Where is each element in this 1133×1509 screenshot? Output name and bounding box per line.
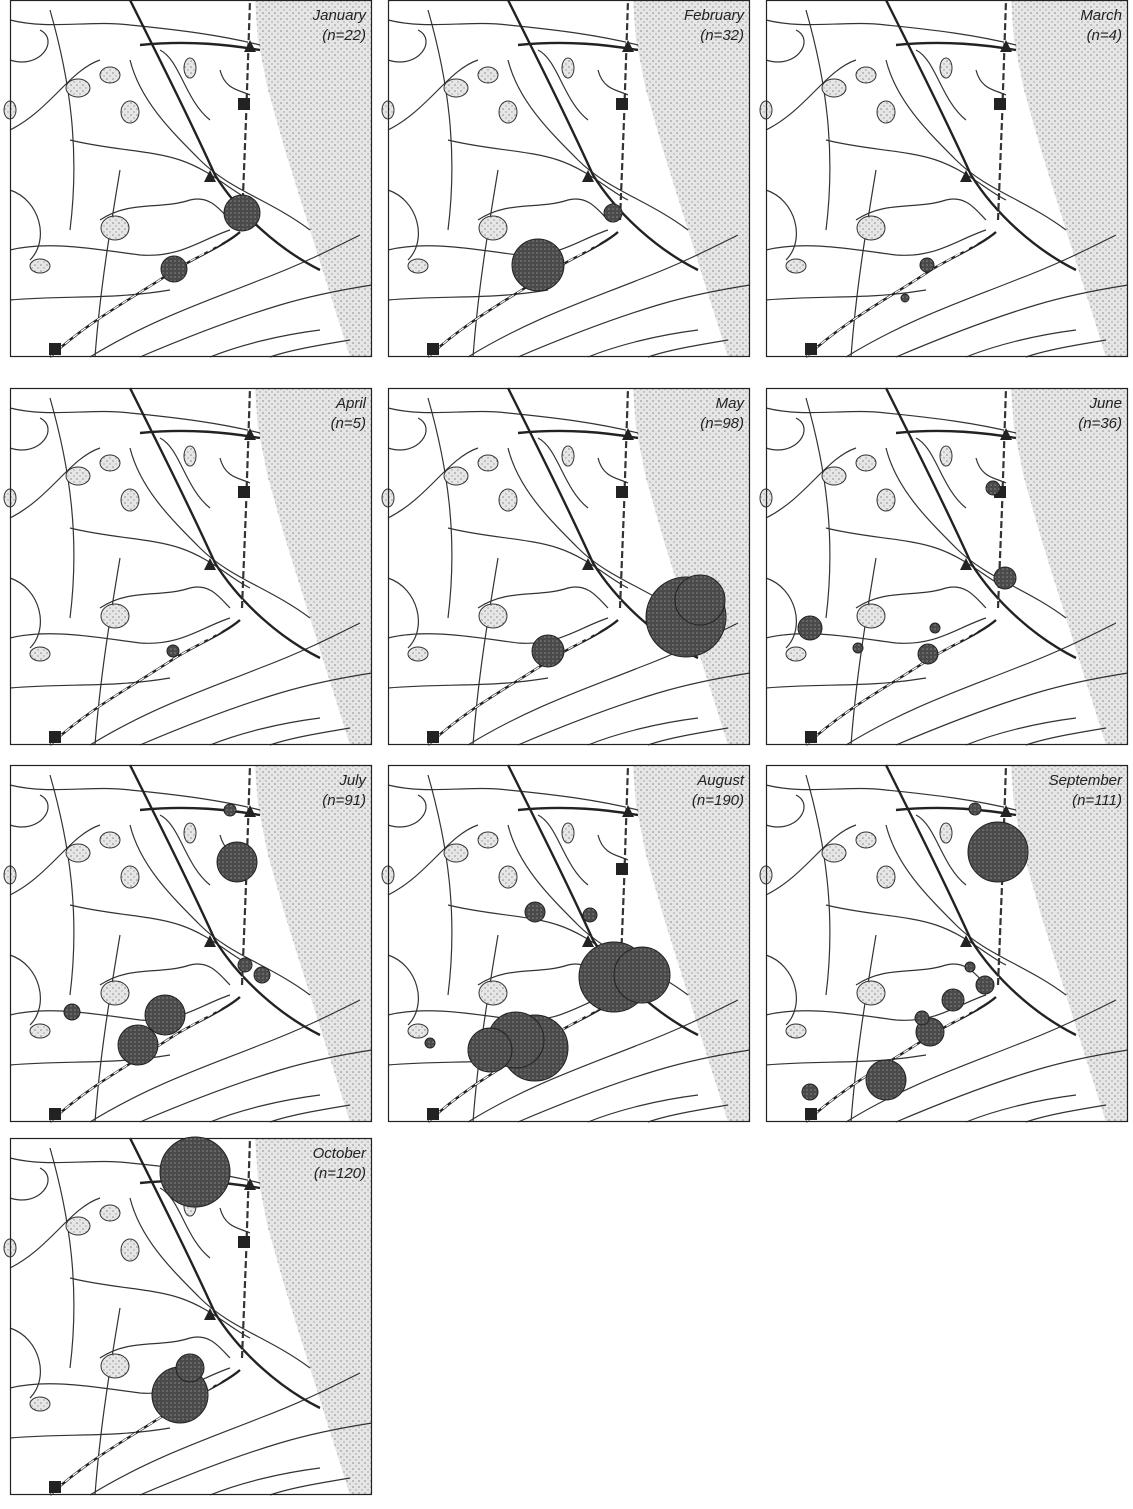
- count-label: (n=190): [692, 792, 744, 809]
- map-panel: January (n=22): [2, 0, 374, 359]
- occurrence-circle: [941, 988, 965, 1012]
- occurrence-circle: [511, 238, 565, 292]
- month-label: September: [1049, 772, 1123, 789]
- map-panel: August (n=190): [380, 763, 752, 1124]
- occurrence-circle: [968, 802, 982, 816]
- map-panel: July (n=91): [2, 763, 374, 1124]
- month-label: July: [338, 772, 367, 789]
- base-map: [758, 0, 1130, 359]
- month-label: May: [716, 395, 746, 412]
- occurrence-circle: [919, 257, 935, 273]
- map-panel: April (n=5): [2, 386, 374, 747]
- count-label: (n=98): [700, 415, 744, 432]
- map-panel: October (n=120): [2, 1136, 374, 1497]
- occurrence-circle: [975, 975, 995, 995]
- occurrence-circle: [900, 293, 910, 303]
- occurrence-circle: [237, 957, 253, 973]
- occurrence-circle: [603, 203, 623, 223]
- count-label: (n=22): [322, 27, 366, 44]
- occurrence-circle: [852, 642, 864, 654]
- occurrence-circle: [223, 194, 261, 232]
- month-label: August: [696, 772, 745, 789]
- count-label: (n=111): [1072, 792, 1122, 809]
- occurrence-circle: [159, 1136, 231, 1208]
- occurrence-circle: [613, 946, 671, 1004]
- occurrence-circle: [63, 1003, 81, 1021]
- occurrence-circle: [797, 615, 823, 641]
- occurrence-circle: [582, 907, 598, 923]
- occurrence-circle: [144, 994, 186, 1036]
- occurrence-circle: [964, 961, 976, 973]
- occurrence-circle: [917, 643, 939, 665]
- base-map: [380, 763, 752, 1124]
- occurrence-circle: [253, 966, 271, 984]
- month-label: January: [312, 7, 368, 24]
- occurrence-circle: [467, 1027, 513, 1073]
- month-label: October: [313, 1145, 367, 1162]
- base-map: [2, 763, 374, 1124]
- month-label: April: [335, 395, 367, 412]
- month-label: June: [1088, 395, 1122, 412]
- occurrence-circle: [914, 1010, 930, 1026]
- occurrence-circle: [166, 644, 180, 658]
- count-label: (n=5): [331, 415, 366, 432]
- occurrence-circle: [865, 1059, 907, 1101]
- occurrence-circle: [524, 901, 546, 923]
- occurrence-circle: [531, 634, 565, 668]
- base-map: [2, 386, 374, 747]
- occurrence-circle: [223, 803, 237, 817]
- map-panel: March (n=4): [758, 0, 1130, 359]
- occurrence-circle: [216, 841, 258, 883]
- month-label: March: [1080, 7, 1122, 24]
- occurrence-circle: [117, 1024, 159, 1066]
- occurrence-circle: [967, 821, 1029, 883]
- map-panel: September (n=111): [758, 763, 1130, 1124]
- month-label: February: [684, 7, 746, 24]
- occurrence-circle: [993, 566, 1017, 590]
- base-map: [380, 0, 752, 359]
- base-map: [2, 0, 374, 359]
- base-map: [758, 763, 1130, 1124]
- count-label: (n=36): [1078, 415, 1122, 432]
- occurrence-circle: [424, 1037, 436, 1049]
- base-map: [758, 386, 1130, 747]
- map-panel: February (n=32): [380, 0, 752, 359]
- occurrence-circle: [929, 622, 941, 634]
- occurrence-circle: [801, 1083, 819, 1101]
- count-label: (n=4): [1087, 27, 1122, 44]
- map-panel: May (n=98): [380, 386, 752, 747]
- occurrence-circle: [175, 1353, 205, 1383]
- map-panel: June (n=36): [758, 386, 1130, 747]
- base-map: [380, 386, 752, 747]
- count-label: (n=32): [700, 27, 744, 44]
- count-label: (n=91): [322, 792, 366, 809]
- occurrence-circle: [160, 255, 188, 283]
- count-label: (n=120): [314, 1165, 366, 1182]
- occurrence-circle: [985, 480, 1001, 496]
- occurrence-circle: [674, 574, 726, 626]
